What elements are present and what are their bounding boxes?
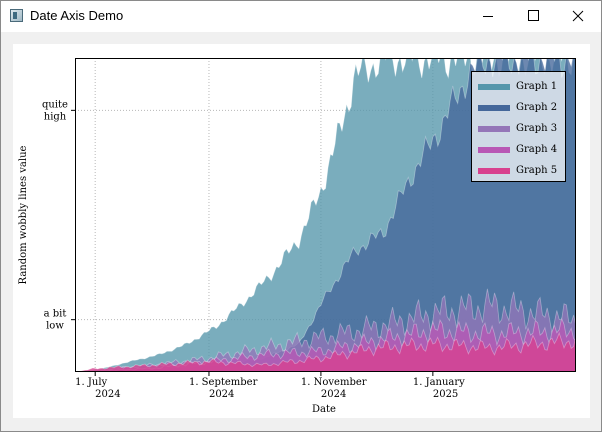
- legend-item-1[interactable]: Graph 1: [516, 81, 557, 92]
- legend-swatch-1: [478, 84, 510, 90]
- x-tick-label: 1. November: [301, 377, 367, 388]
- x-tick-label: 1. September: [189, 377, 258, 388]
- series-area-5: [75, 331, 576, 372]
- title-bar[interactable]: Date Axis Demo: [1, 1, 601, 32]
- x-tick-year: 2024: [209, 389, 234, 400]
- legend-swatch-2: [478, 105, 510, 111]
- close-button[interactable]: [555, 1, 601, 32]
- x-tick-year: 2024: [321, 389, 346, 400]
- x-axis-label: Date: [312, 404, 336, 415]
- legend[interactable]: Graph 1 Graph 2 Graph 3 Graph 4 Graph 5: [471, 71, 566, 182]
- maximize-button[interactable]: [511, 1, 557, 32]
- legend-item-3[interactable]: Graph 3: [516, 123, 557, 134]
- x-tick-year: 2024: [95, 389, 120, 400]
- plot-area[interactable]: 1. July 2024 1. September 2024 1. November 20…: [13, 44, 590, 418]
- legend-item-4[interactable]: Graph 4: [516, 144, 557, 155]
- y-axis-label: Random wobbly lines value: [18, 145, 29, 284]
- y-tick-label-2: low: [46, 321, 64, 332]
- minimize-button[interactable]: [465, 1, 511, 32]
- y-tick-label-2: high: [44, 111, 67, 122]
- window-title: Date Axis Demo: [30, 8, 124, 23]
- legend-item-5[interactable]: Graph 5: [516, 165, 557, 176]
- series-areas: [75, 58, 576, 372]
- x-tick-label: 1. January: [413, 377, 465, 388]
- maximize-icon: [528, 10, 539, 21]
- x-tick-label: 1. July: [75, 377, 107, 388]
- close-icon: [572, 10, 584, 22]
- plot-frame: [75, 58, 576, 372]
- legend-swatch-4: [478, 147, 510, 153]
- x-tick-year: 2025: [433, 389, 458, 400]
- legend-item-2[interactable]: Graph 2: [516, 102, 557, 113]
- legend-swatch-5: [478, 168, 510, 174]
- app-icon: [10, 9, 23, 22]
- legend-swatch-3: [478, 126, 510, 132]
- minimize-icon: [483, 16, 493, 17]
- y-tick-label: a bit: [44, 309, 67, 320]
- y-tick-label: quite: [42, 99, 68, 110]
